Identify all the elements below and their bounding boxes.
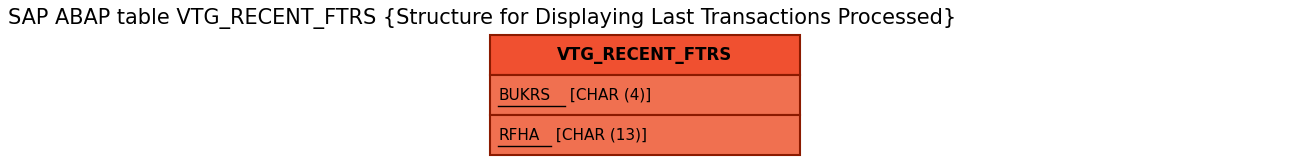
Bar [489,35,800,75]
Bar [489,115,800,155]
Text: VTG_RECENT_FTRS: VTG_RECENT_FTRS [557,46,732,64]
Text: [CHAR (4)]: [CHAR (4)] [565,87,651,102]
Text: [CHAR (13)]: [CHAR (13)] [551,128,647,143]
Text: RFHA: RFHA [499,128,539,143]
Text: BUKRS: BUKRS [499,87,551,102]
Bar [489,75,800,115]
Text: SAP ABAP table VTG_RECENT_FTRS {Structure for Displaying Last Transactions Proce: SAP ABAP table VTG_RECENT_FTRS {Structur… [8,8,957,29]
